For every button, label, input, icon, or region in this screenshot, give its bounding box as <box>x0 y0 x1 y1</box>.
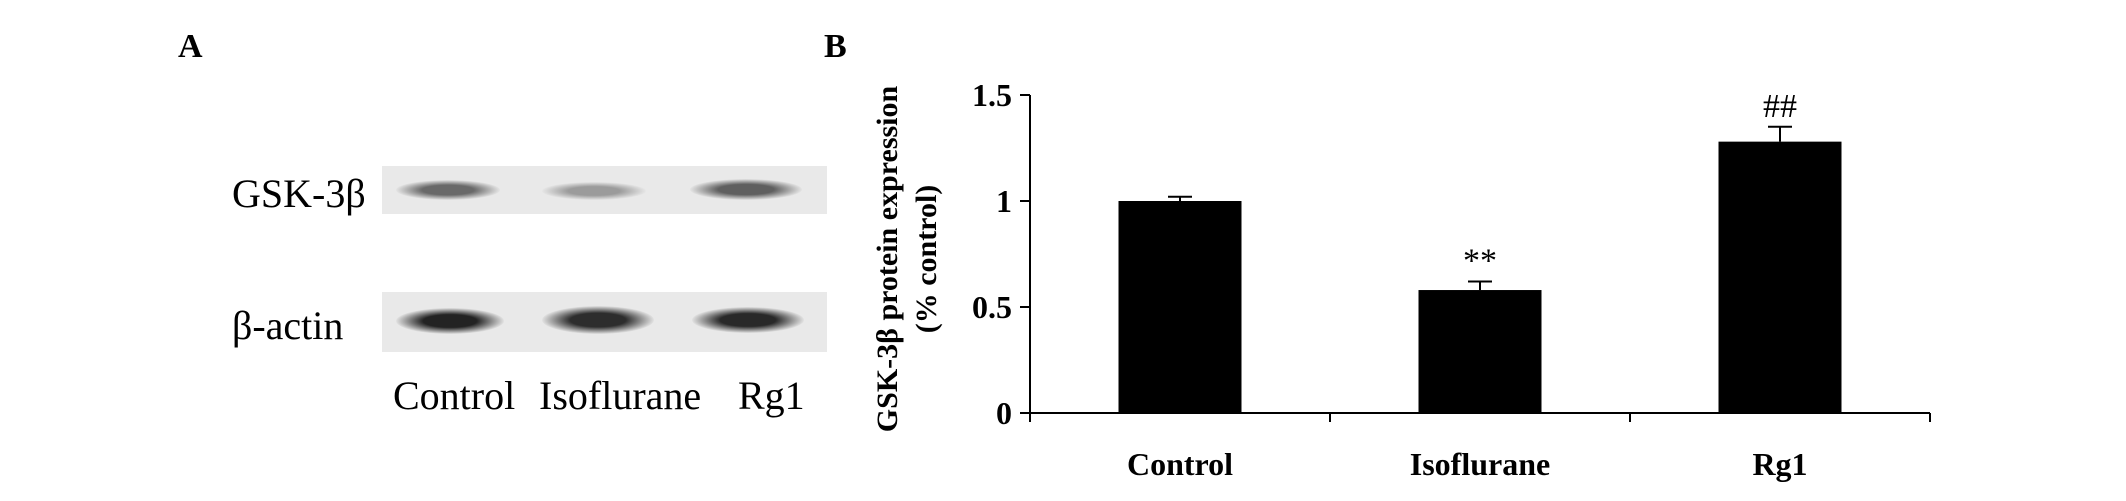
lane-label-rg1: Rg1 <box>738 373 805 418</box>
bar-rg1 <box>1718 141 1842 413</box>
blot-band <box>542 306 654 334</box>
panel-a-label: A <box>178 28 203 65</box>
significance-annotation: ** <box>1463 243 1497 280</box>
lane-label-control: Control <box>393 373 516 418</box>
blot-band <box>396 308 504 334</box>
bar-control <box>1118 201 1242 413</box>
bar-isoflurane <box>1418 290 1542 413</box>
blot-band <box>690 179 802 200</box>
blot-band <box>692 307 804 333</box>
x-tick-label: Isoflurane <box>1410 446 1550 482</box>
blot-strip-actin <box>382 292 827 352</box>
x-tick-label: Rg1 <box>1752 446 1807 482</box>
y-tick-label: 1 <box>996 183 1012 219</box>
significance-annotation: ## <box>1763 88 1797 125</box>
x-tick-label: Control <box>1127 446 1233 482</box>
lane-label-isoflurane: Isoflurane <box>539 373 702 418</box>
panel-b-label: B <box>824 28 847 65</box>
y-axis-label: GSK-3β protein expression <box>871 85 904 432</box>
blot-band <box>542 182 646 200</box>
y-tick-label: 1.5 <box>972 77 1012 113</box>
blot-row-label-actin: β-actin <box>232 303 344 348</box>
y-axis-label-unit: (% control) <box>910 185 943 334</box>
blot-band <box>396 180 500 200</box>
blot-row-label-gsk3b: GSK-3β <box>232 171 366 216</box>
blot-strip-gsk3b <box>382 166 827 214</box>
y-tick-label: 0 <box>996 395 1012 431</box>
y-tick-label: 0.5 <box>972 289 1012 325</box>
